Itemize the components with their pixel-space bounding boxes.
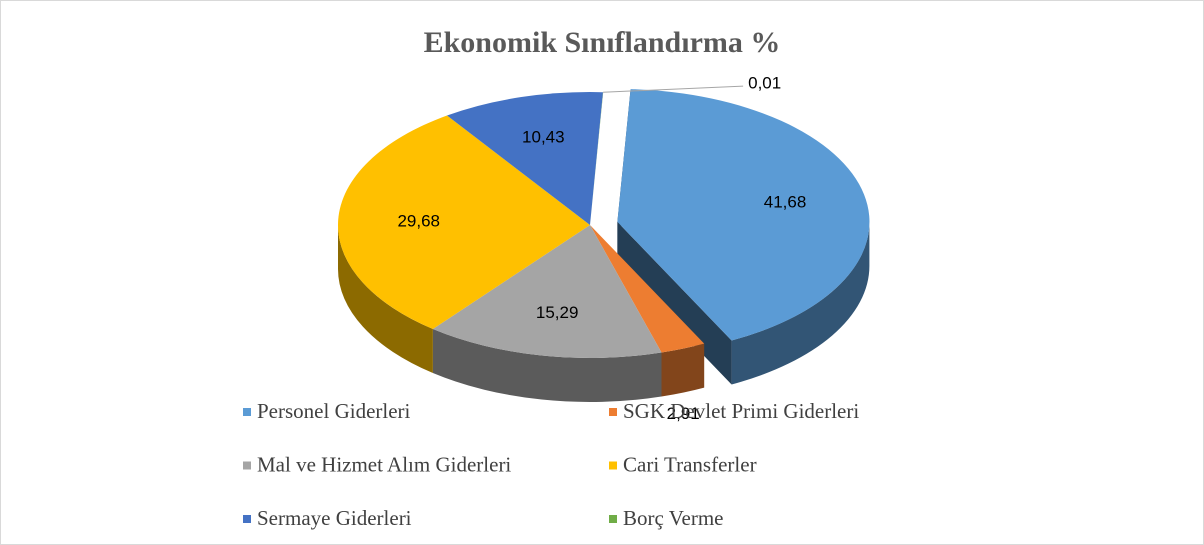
data-label: 0,01 (748, 74, 781, 93)
legend-label: Borç Verme (623, 506, 724, 530)
slice (338, 115, 590, 329)
legend-swatch (243, 515, 251, 523)
legend-swatch (609, 461, 617, 470)
slice-side (432, 329, 662, 402)
data-label: 2,91 (667, 404, 700, 423)
data-label: 41,68 (764, 193, 807, 212)
slice (590, 92, 604, 225)
slice-side (338, 225, 433, 373)
slice-side (731, 221, 870, 385)
slice (590, 225, 705, 353)
legend-swatch (243, 461, 251, 470)
legend-swatch (243, 408, 251, 416)
legend-label: Mal ve Hizmet Alım Giderleri (257, 452, 511, 476)
legend-swatch (609, 515, 617, 523)
data-label: 29,68 (397, 211, 440, 230)
data-label: 15,29 (536, 303, 579, 322)
legend-label: SGK Devlet Primi Giderleri (623, 399, 859, 423)
leader-line (603, 85, 744, 93)
legend-swatch (609, 408, 617, 416)
legend-label: Cari Transferler (623, 452, 757, 476)
data-label: 10,43 (522, 127, 565, 146)
legend-label: Sermaye Giderleri (257, 506, 412, 530)
slice (447, 92, 603, 226)
legend-label: Personel Giderleri (257, 399, 411, 423)
chart-title: Ekonomik Sınıflandırma % (424, 26, 781, 59)
slice (617, 89, 870, 341)
slice (432, 225, 662, 358)
slice-side (661, 343, 705, 397)
